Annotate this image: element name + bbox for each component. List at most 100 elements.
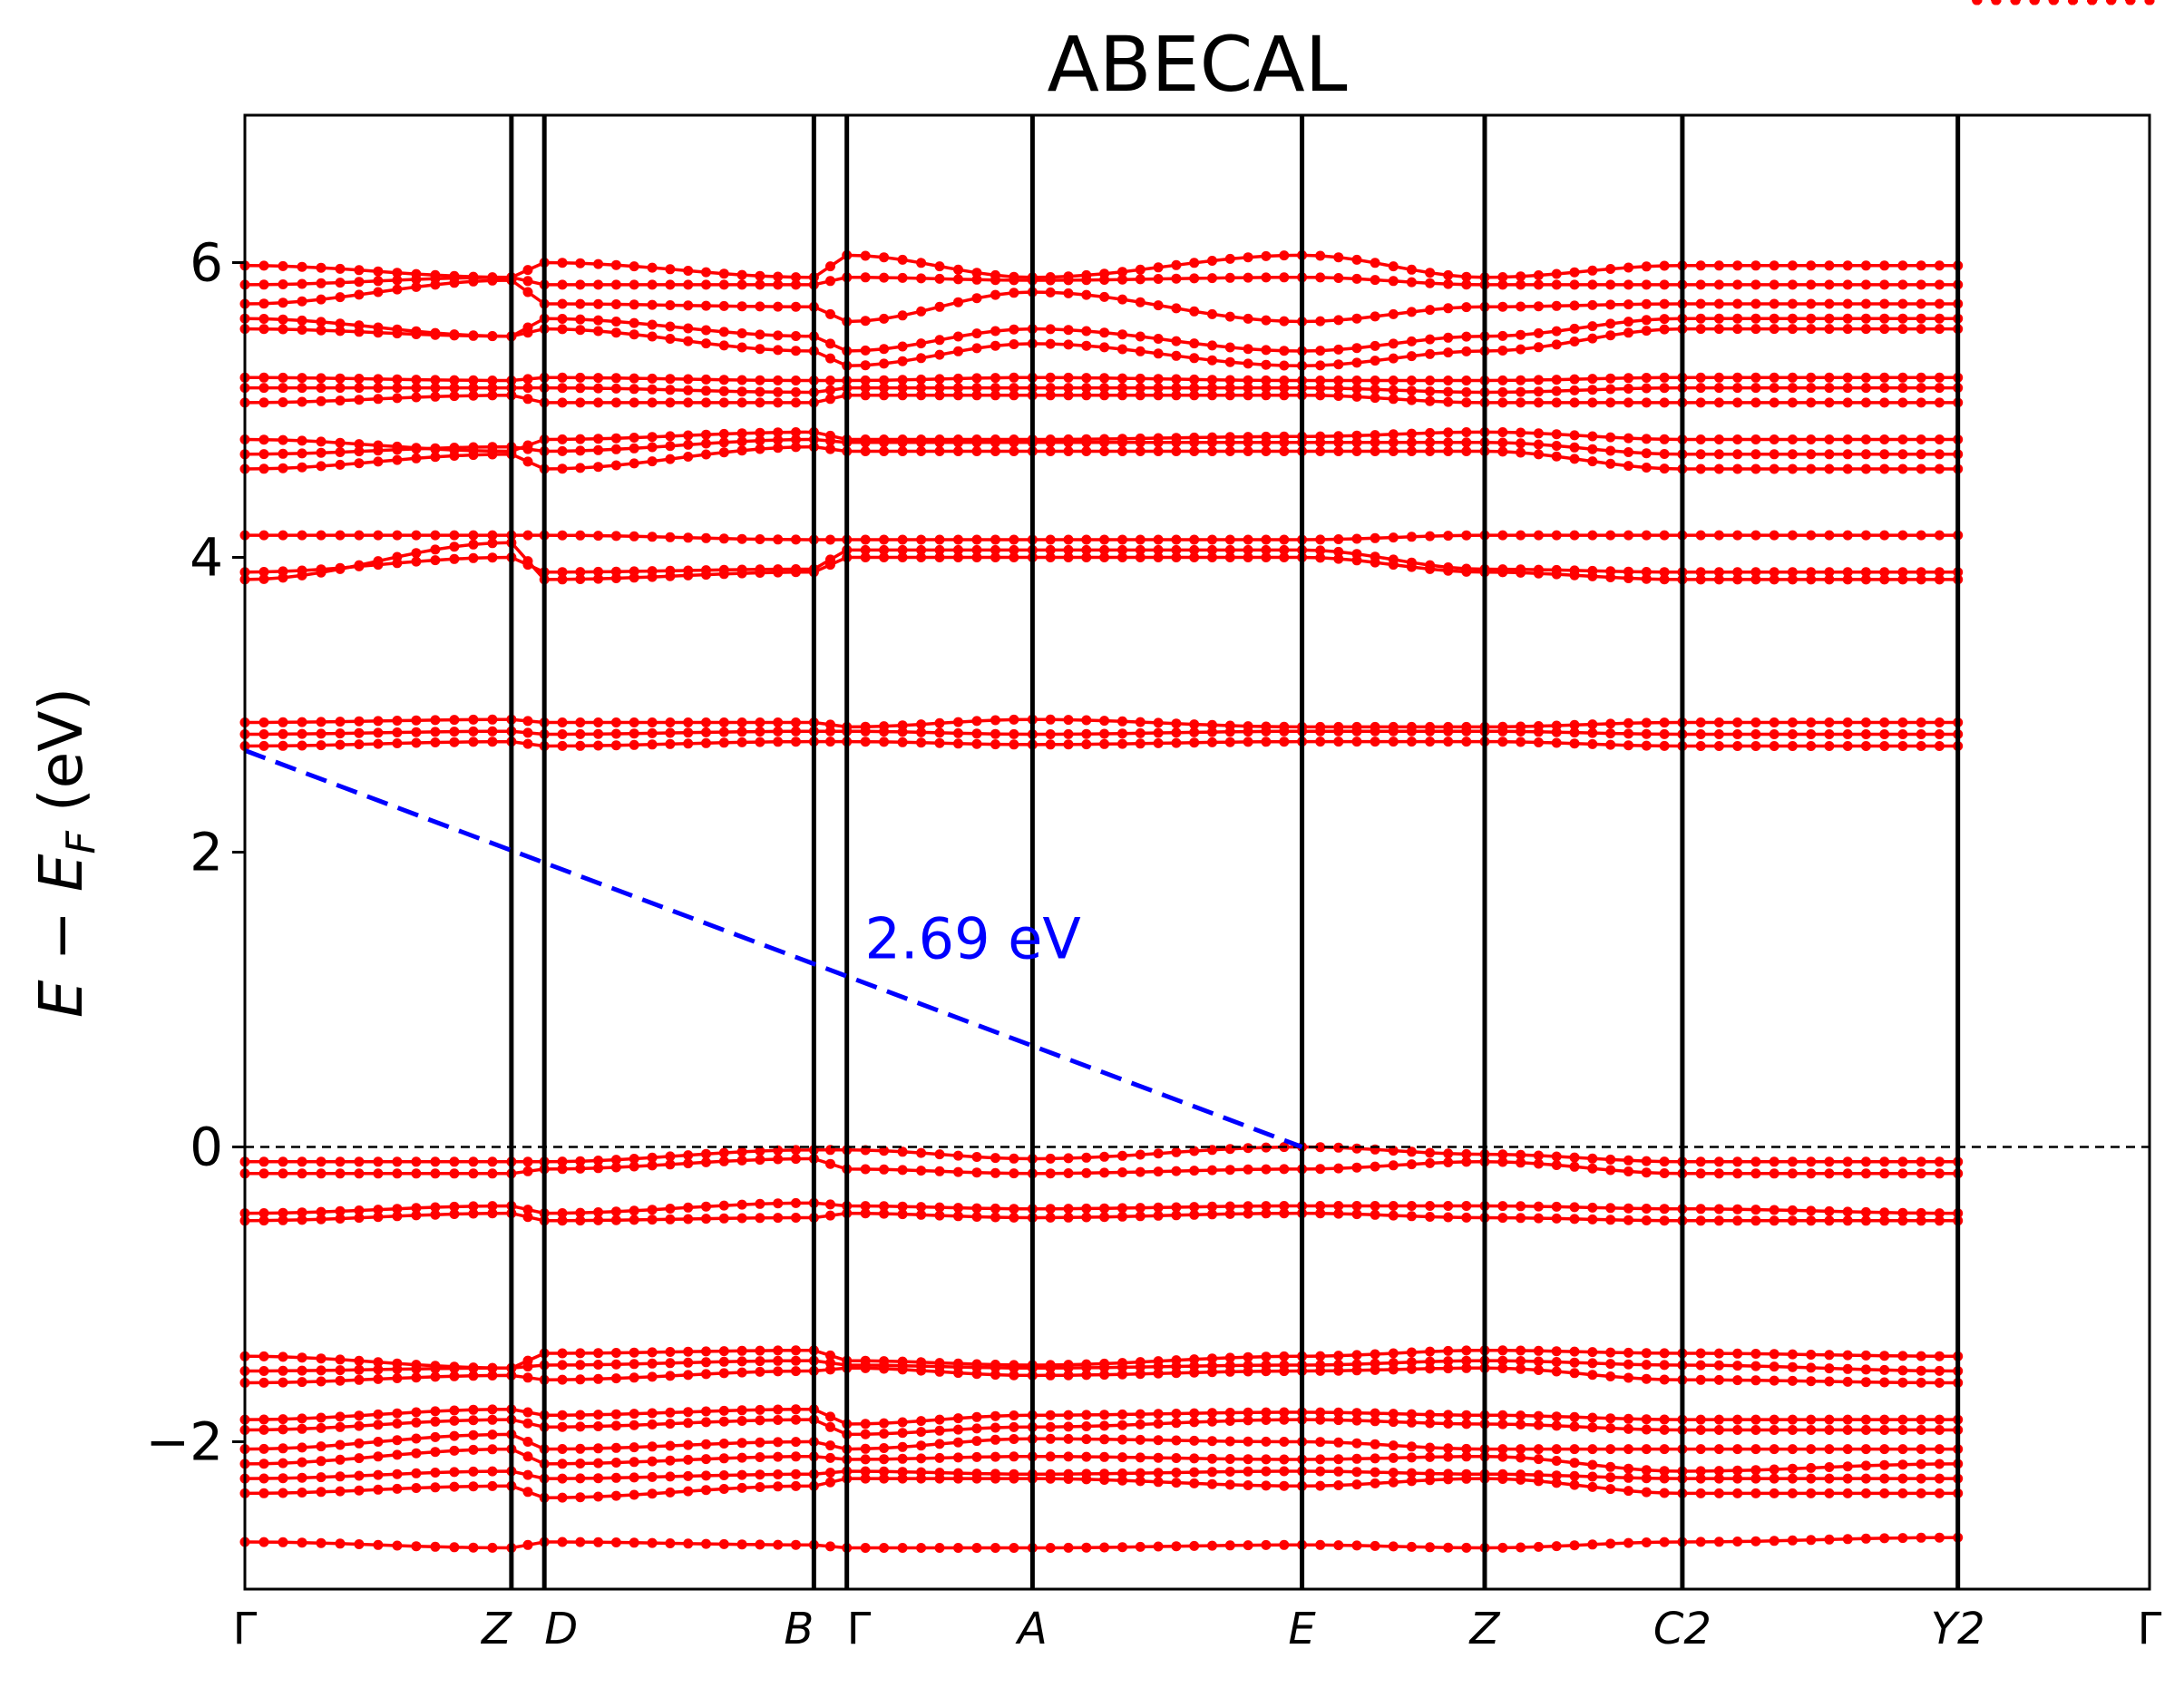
band-point <box>1934 372 1945 383</box>
band-point <box>825 444 835 454</box>
band-point <box>1224 1416 1235 1426</box>
band-point <box>1623 1166 1633 1176</box>
band-point <box>1388 1201 1399 1211</box>
band-point <box>1388 261 1399 272</box>
band-point <box>1171 374 1182 385</box>
band-point <box>1750 1465 1761 1476</box>
band-point <box>557 1473 568 1484</box>
band-point <box>557 463 568 474</box>
band-point <box>297 717 307 727</box>
band-point <box>468 552 479 563</box>
band-point <box>825 261 835 272</box>
band-point <box>1224 534 1235 545</box>
band-point <box>1333 383 1344 394</box>
band-point <box>430 452 441 463</box>
band-point <box>1207 256 1217 266</box>
band-point <box>1533 1201 1544 1212</box>
band-point <box>1587 1358 1598 1369</box>
band-point <box>1351 1438 1362 1449</box>
band-point <box>258 260 269 271</box>
band-point <box>1587 1539 1598 1550</box>
band-point <box>392 1156 403 1167</box>
band-point <box>1860 717 1871 727</box>
band-point <box>575 1156 586 1166</box>
band-point <box>916 1209 927 1220</box>
band-point <box>1713 313 1724 324</box>
band-point <box>701 1454 711 1465</box>
band-point <box>468 1208 479 1219</box>
band-point <box>934 390 945 401</box>
band-point <box>1934 530 1945 541</box>
band-point <box>1897 729 1908 739</box>
band-point <box>297 448 307 459</box>
band-point <box>258 717 269 727</box>
band-point <box>1842 463 1853 474</box>
band-point <box>258 449 269 460</box>
band-point <box>1879 1351 1890 1361</box>
band-point <box>557 1360 568 1371</box>
band-1 <box>239 0 2155 1553</box>
band-point <box>1045 272 1056 282</box>
band-point <box>718 447 729 458</box>
band-point <box>1695 1444 1706 1455</box>
band-point <box>736 342 747 353</box>
band-point <box>1261 1164 1272 1175</box>
band-point <box>1171 383 1182 394</box>
band-point <box>354 739 365 750</box>
band-point <box>897 1467 908 1478</box>
band-point <box>1824 397 1835 408</box>
band-point <box>1333 391 1344 401</box>
band-point <box>354 439 365 450</box>
band-point <box>316 262 327 273</box>
band-point <box>335 1439 346 1450</box>
band-point <box>629 433 639 443</box>
band-point <box>1787 1535 1798 1546</box>
band-point <box>1425 348 1436 359</box>
band-point <box>575 445 586 456</box>
band-point <box>1569 323 1580 334</box>
band-point <box>1824 530 1835 541</box>
band-point <box>791 397 801 408</box>
band-point <box>791 1404 801 1415</box>
band-point <box>1497 1419 1508 1429</box>
band-point <box>1551 530 1562 541</box>
band-point <box>593 717 604 727</box>
band-point <box>1769 260 1779 271</box>
band-point <box>1659 1215 1670 1226</box>
band-point <box>879 375 890 385</box>
band-point <box>1099 728 1110 739</box>
band-point <box>1443 278 1454 289</box>
band-point <box>1153 1356 1164 1367</box>
band-point <box>1497 1355 1508 1366</box>
band-point <box>1189 1453 1200 1464</box>
band-point <box>1081 1212 1092 1223</box>
band-point <box>736 1213 747 1224</box>
band-point <box>1045 383 1056 394</box>
band-point <box>557 740 568 751</box>
band-point <box>629 531 639 542</box>
band-point <box>1860 313 1871 324</box>
band-point <box>934 273 945 284</box>
band-point <box>392 1419 403 1429</box>
band-point <box>610 460 621 471</box>
band-point <box>825 534 835 545</box>
band-point <box>1569 1444 1580 1455</box>
band-point <box>1243 552 1253 562</box>
band-point <box>1388 1477 1399 1488</box>
band-point <box>316 1412 327 1423</box>
band-point <box>1842 1156 1853 1167</box>
band-point <box>1551 1420 1562 1431</box>
band-point <box>1732 1348 1743 1359</box>
band-point <box>1695 298 1706 309</box>
band-point <box>1081 269 1092 280</box>
band-point <box>1207 390 1217 401</box>
band-point <box>1315 431 1326 442</box>
band-point <box>647 1408 658 1419</box>
band-point <box>1443 376 1454 385</box>
band-point <box>1769 1414 1779 1425</box>
band-point <box>916 1166 927 1176</box>
band-point <box>990 1410 1000 1421</box>
band-point <box>1045 714 1056 725</box>
band-point <box>1769 1349 1779 1360</box>
band-point <box>1063 534 1074 545</box>
